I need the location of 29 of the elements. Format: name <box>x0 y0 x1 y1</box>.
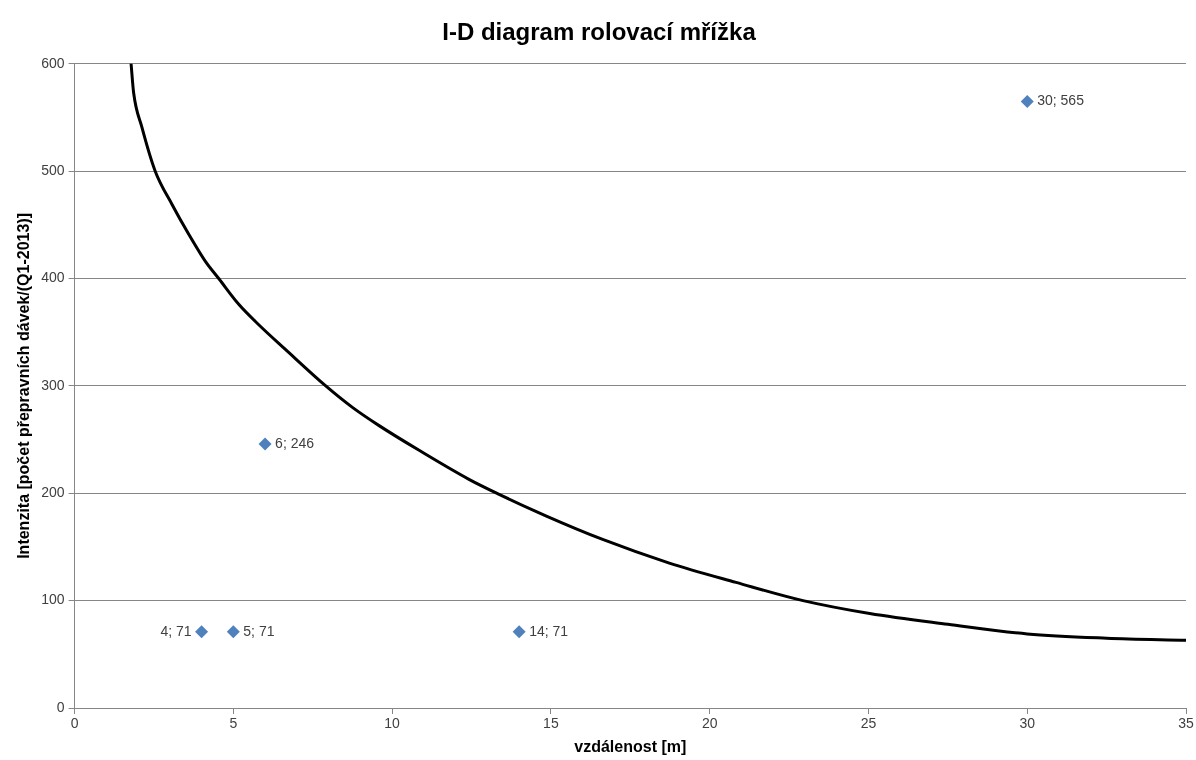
y-tick-label: 600 <box>41 54 65 71</box>
data-label: 30; 565 <box>1037 92 1085 109</box>
y-tick-label: 100 <box>41 591 65 608</box>
x-tick-label: 5 <box>229 715 238 732</box>
x-tick-label: 15 <box>543 715 559 732</box>
x-tick-label: 30 <box>1019 715 1036 732</box>
data-label: 4; 71 <box>160 622 192 639</box>
point <box>226 625 240 639</box>
point <box>195 625 209 639</box>
y-tick-label: 500 <box>41 162 65 179</box>
data-label: 14; 71 <box>529 622 569 639</box>
y-tick-label: 0 <box>56 698 65 715</box>
y-tick-label: 300 <box>41 376 65 393</box>
y-axis-title: Intenzita [počet přepravních dávek/(Q1-2013)] <box>15 212 33 559</box>
y-tick-label: 200 <box>41 484 65 501</box>
data-label: 6; 246 <box>275 434 315 451</box>
x-tick-label: 20 <box>701 715 718 732</box>
x-tick-label: 0 <box>70 715 79 732</box>
x-axis-title: vzdálenost [m] <box>574 737 687 755</box>
point <box>258 437 272 451</box>
data-label: 5; 71 <box>243 622 275 639</box>
x-tick-label: 25 <box>860 715 877 732</box>
chart-title: I-D diagram rolovací mřížka <box>442 18 757 46</box>
x-tick-label: 35 <box>1178 715 1194 732</box>
point <box>512 625 526 639</box>
y-tick-label: 400 <box>41 269 65 286</box>
x-tick-label: 10 <box>384 715 401 732</box>
point <box>1020 94 1034 108</box>
line-series <box>129 63 1186 642</box>
